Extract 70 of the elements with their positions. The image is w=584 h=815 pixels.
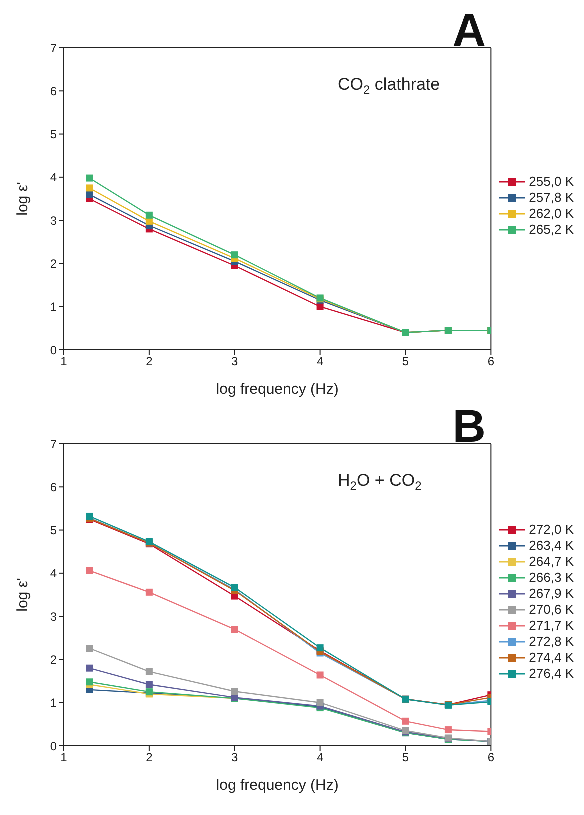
y-axis-title: log ε' — [14, 182, 32, 216]
y-tick-label: 0 — [50, 739, 58, 754]
x-tick-label: 6 — [488, 354, 495, 369]
y-axis-title: log ε' — [14, 578, 32, 612]
point — [146, 681, 153, 688]
point — [316, 672, 324, 679]
legend-label: 272,0 K — [529, 522, 574, 538]
x-tick-label: 1 — [60, 750, 68, 765]
y-tick-label: 0 — [50, 343, 58, 358]
x-tick-label: 1 — [60, 354, 68, 369]
x-axis-title: log frequency (Hz) — [216, 777, 339, 794]
x-tick-label: 4 — [316, 750, 324, 765]
point — [316, 699, 324, 706]
x-tick-label: 5 — [402, 750, 410, 765]
point — [146, 212, 153, 219]
point — [86, 567, 94, 574]
legend-label: 271,7 K — [529, 618, 574, 634]
y-tick-label: 3 — [50, 610, 58, 624]
point — [231, 252, 238, 259]
point — [146, 588, 153, 596]
y-tick-label: 4 — [50, 170, 58, 185]
x-tick-label: 6 — [488, 750, 495, 765]
point — [231, 688, 238, 696]
x-tick-label: 3 — [232, 354, 239, 369]
y-tick-label: 7 — [50, 437, 58, 452]
point — [86, 644, 94, 652]
legend-label: 255,0 K — [529, 174, 574, 190]
point — [86, 191, 94, 198]
annotation: H$_{2}$O + CO$_{2}$ — [338, 471, 422, 493]
y-tick-label: 4 — [50, 566, 58, 581]
point — [86, 678, 94, 686]
y-tick-label: 6 — [50, 480, 58, 494]
point — [86, 664, 94, 672]
legend-label: 274,4 K — [529, 650, 574, 666]
point — [86, 184, 94, 192]
y-tick-label: 2 — [50, 256, 58, 271]
point — [444, 726, 452, 734]
legend-label: 262,0 K — [529, 206, 574, 222]
x-axis-title: log frequency (Hz) — [216, 381, 339, 398]
legend-label: 265,2 K — [529, 222, 574, 238]
x-tick-label: 3 — [232, 750, 239, 765]
legend-label: 263,4 K — [529, 538, 574, 554]
point — [146, 668, 153, 676]
x-tick-label: 5 — [402, 354, 410, 369]
y-tick-label: 5 — [50, 128, 58, 142]
y-tick-label: 1 — [50, 300, 58, 314]
x-tick-label: 2 — [146, 354, 154, 369]
x-tick-label: 2 — [146, 750, 154, 765]
chart-title: A — [452, 4, 486, 56]
legend-label: 267,9 K — [529, 586, 574, 602]
point — [231, 626, 238, 634]
y-tick-label: 2 — [50, 652, 58, 667]
legend-label: 266,3 K — [529, 570, 574, 586]
point — [86, 174, 94, 182]
point — [402, 718, 410, 725]
y-tick-label: 3 — [50, 214, 58, 228]
y-tick-label: 1 — [50, 696, 58, 710]
legend-label: 257,8 K — [529, 190, 574, 206]
legend-label: 276,4 K — [529, 666, 574, 682]
annotation: CO$_{2}$ clathrate — [338, 75, 440, 97]
y-tick-label: 6 — [50, 84, 58, 98]
legend-label: 272,8 K — [529, 634, 574, 650]
x-tick-label: 4 — [316, 354, 324, 369]
legend-label: 270,6 K — [529, 602, 574, 618]
point — [316, 644, 324, 652]
y-tick-label: 7 — [50, 41, 58, 56]
legend-label: 264,7 K — [529, 554, 574, 570]
chart-title: B — [452, 400, 486, 452]
y-tick-label: 5 — [50, 524, 58, 538]
point — [316, 303, 324, 310]
